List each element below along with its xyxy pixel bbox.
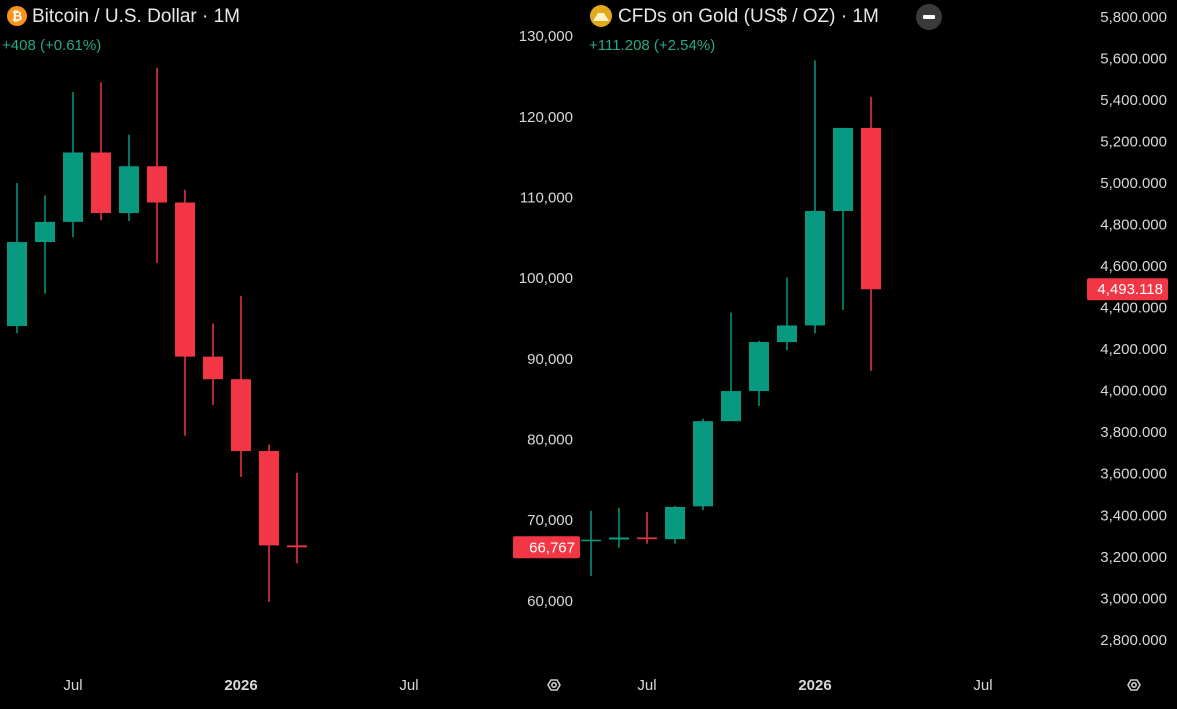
y-tick-label: 100,000	[519, 270, 573, 287]
candle-body	[203, 356, 223, 380]
chart-subtitle: +111.208 (+2.54%)	[589, 37, 715, 54]
x-tick-label: 2026	[798, 677, 831, 694]
candle-body	[637, 537, 657, 540]
y-tick-label: 120,000	[519, 109, 573, 126]
chart-title: Bitcoin / U.S. Dollar · 1M	[32, 6, 240, 27]
y-tick-label: 5,000.000	[1100, 175, 1167, 192]
x-tick-label: Jul	[63, 677, 82, 694]
candle-body	[63, 152, 83, 222]
candle-body	[665, 506, 685, 540]
candle-body	[287, 545, 307, 548]
chart-subtitle: +408 (+0.61%)	[2, 37, 101, 54]
bitcoin-icon	[7, 6, 27, 26]
remove-button[interactable]	[916, 4, 942, 30]
y-tick-label: 4,200.000	[1100, 341, 1167, 358]
price-label: 4,493.118	[1097, 281, 1163, 298]
y-tick-label: 2,800.000	[1100, 632, 1167, 649]
settings-icon-dot[interactable]	[1131, 681, 1138, 688]
y-tick-label: 5,600.000	[1100, 50, 1167, 67]
candle-body	[777, 325, 797, 343]
candle-body	[861, 127, 881, 290]
y-tick-label: 4,800.000	[1100, 217, 1167, 234]
y-tick-label: 3,000.000	[1100, 590, 1167, 607]
settings-button[interactable]	[1127, 679, 1141, 691]
x-tick-label: Jul	[399, 677, 418, 694]
candle-body	[259, 451, 279, 546]
y-tick-label: 5,800.000	[1100, 9, 1167, 26]
candle-body	[581, 539, 601, 542]
y-tick-label: 70,000	[527, 512, 573, 529]
candle-body	[231, 379, 251, 452]
y-tick-label: 4,000.000	[1100, 383, 1167, 400]
chart-title: CFDs on Gold (US$ / OZ) · 1M	[618, 6, 879, 27]
candle-body	[833, 127, 853, 212]
candle-body	[175, 202, 195, 357]
y-tick-label: 60,000	[527, 593, 573, 610]
candle-body	[147, 166, 167, 203]
y-tick-label: 3,200.000	[1100, 549, 1167, 566]
price-label-box	[1087, 278, 1168, 301]
candle-body	[119, 166, 139, 214]
settings-icon[interactable]	[1127, 679, 1141, 691]
candle-body	[609, 537, 629, 540]
y-tick-label: 5,200.000	[1100, 133, 1167, 150]
x-tick-label: Jul	[973, 677, 992, 694]
candle-body	[7, 242, 27, 326]
x-tick-label: Jul	[637, 677, 656, 694]
candle-body	[749, 342, 769, 392]
x-tick-label: 2026	[224, 677, 257, 694]
price-label-box	[513, 536, 580, 559]
settings-button[interactable]	[547, 679, 561, 691]
remove-button-glyph[interactable]	[923, 15, 935, 19]
y-tick-label: 110,000	[520, 189, 573, 206]
candle-body	[693, 421, 713, 507]
y-tick-label: 130,000	[519, 28, 573, 45]
candle-body	[35, 221, 55, 243]
settings-icon-dot[interactable]	[550, 681, 557, 688]
y-tick-label: 5,400.000	[1100, 92, 1167, 109]
candle-body	[91, 152, 111, 214]
y-tick-label: 3,600.000	[1100, 466, 1167, 483]
y-tick-label: 3,400.000	[1100, 507, 1167, 524]
candle-body	[721, 391, 741, 422]
bitcoin-icon-glyph: ₿	[12, 8, 23, 23]
candle-body	[805, 211, 825, 326]
y-tick-label: 4,600.000	[1100, 258, 1167, 275]
y-tick-label: 80,000	[527, 432, 573, 449]
y-tick-label: 90,000	[527, 351, 573, 368]
y-tick-label: 4,400.000	[1100, 300, 1167, 317]
gold-icon-glyph	[593, 13, 609, 21]
price-label: 66,767	[529, 539, 575, 556]
y-tick-label: 3,800.000	[1100, 424, 1167, 441]
settings-icon[interactable]	[547, 679, 561, 691]
